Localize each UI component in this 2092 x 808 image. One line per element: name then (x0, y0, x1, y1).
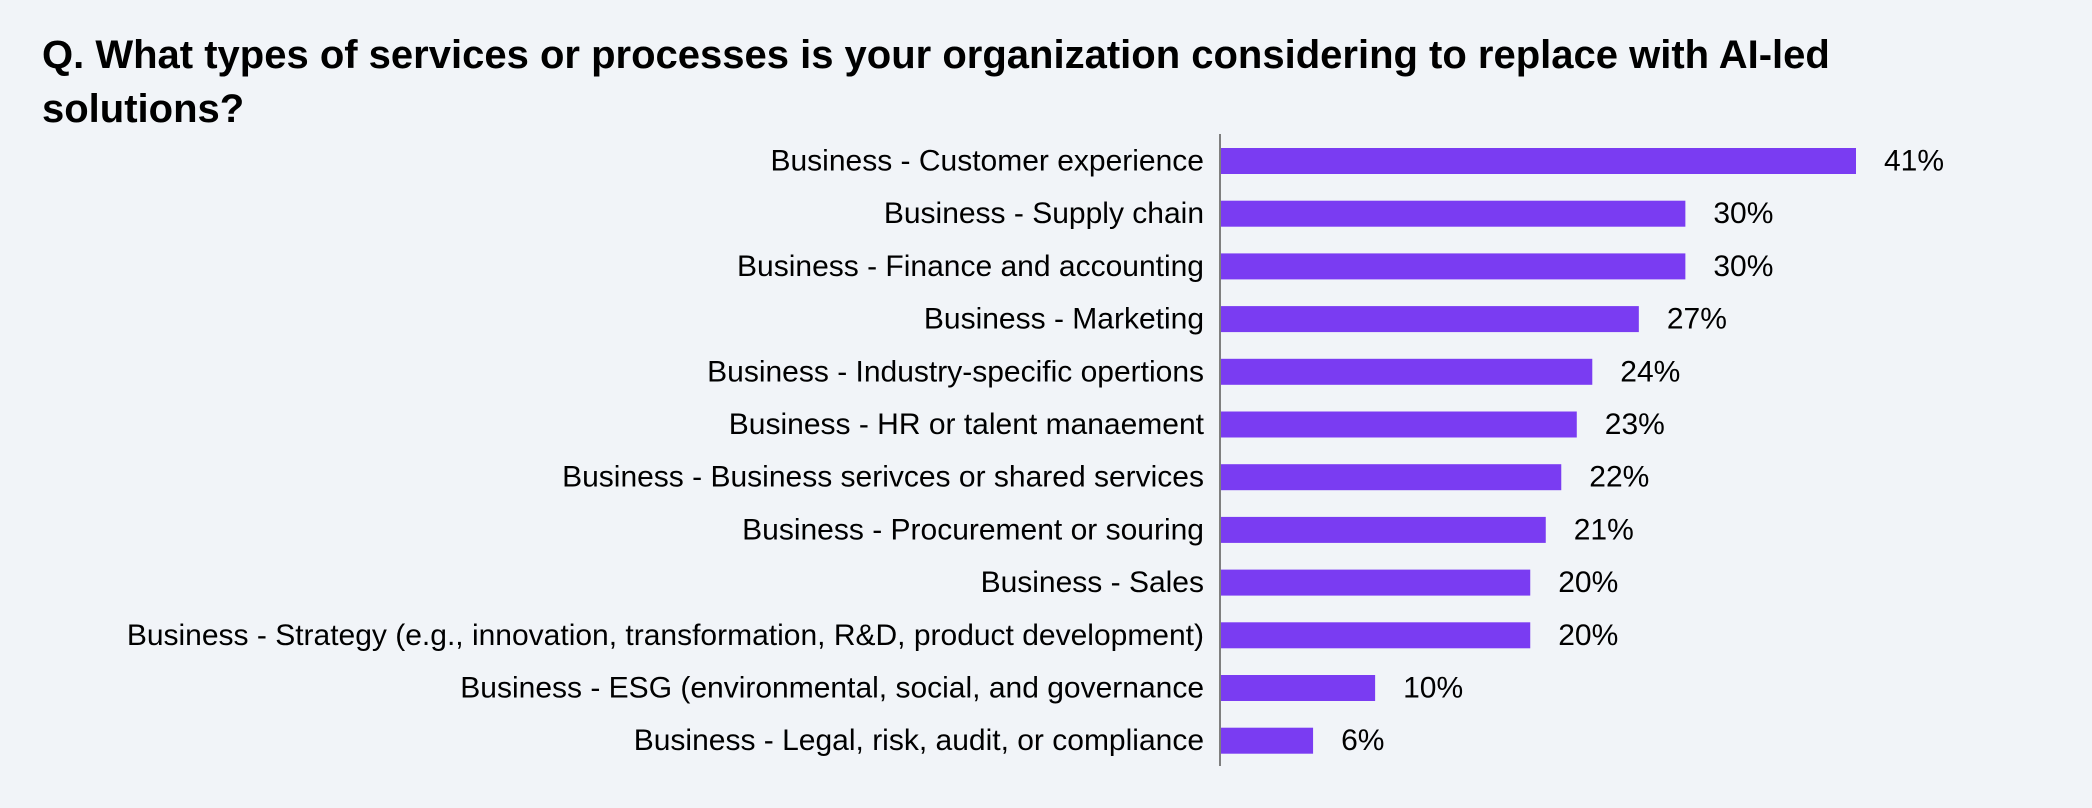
category-label: Business - Supply chain (884, 197, 1204, 230)
category-label: Business - Business serivces or shared s… (562, 461, 1204, 494)
bars-group (1220, 148, 1856, 754)
bar (1220, 306, 1639, 333)
value-label: 30% (1713, 250, 1773, 283)
value-label: 20% (1558, 619, 1618, 652)
value-label: 22% (1589, 461, 1649, 494)
bar (1220, 358, 1593, 385)
bar (1220, 148, 1856, 174)
value-label: 30% (1713, 197, 1773, 230)
bar (1220, 200, 1686, 227)
category-label: Business - Finance and accounting (737, 250, 1204, 283)
value-labels-group: 41% 30% 30% 27% 24% 23% 22% 21% 20% 20% 10% 6% (1341, 145, 1944, 758)
bar (1220, 411, 1577, 438)
bar (1220, 727, 1314, 754)
category-label: Business - Strategy (e.g., innovation, t… (127, 619, 1204, 652)
value-label: 41% (1884, 145, 1944, 178)
category-label: Business - HR or talent manaement (729, 408, 1205, 441)
category-label: Business - Customer experience (770, 145, 1204, 178)
value-label: 20% (1558, 566, 1618, 599)
value-label: 27% (1667, 303, 1727, 336)
bar (1220, 464, 1562, 491)
value-label: 24% (1620, 355, 1680, 388)
chart-title: Q. What types of services or processes i… (42, 33, 1830, 131)
category-label: Business - Legal, risk, audit, or compli… (634, 724, 1204, 757)
bar (1220, 516, 1546, 543)
category-label: Business - Sales (981, 566, 1204, 599)
bar (1220, 253, 1686, 280)
value-label: 10% (1403, 672, 1463, 705)
category-label: Business - Marketing (924, 303, 1204, 336)
category-label: Business - Procurement or souring (742, 513, 1204, 546)
bar (1220, 675, 1376, 701)
value-label: 21% (1574, 513, 1634, 546)
category-label: Business - ESG (environmental, social, a… (460, 672, 1204, 705)
value-label: 6% (1341, 724, 1384, 757)
bar (1220, 569, 1531, 596)
category-labels-group: Business - Customer experience Business -… (127, 145, 1205, 758)
category-label: Business - Industry-specific opertions (707, 355, 1204, 388)
value-label: 23% (1605, 408, 1665, 441)
bar (1220, 622, 1531, 649)
